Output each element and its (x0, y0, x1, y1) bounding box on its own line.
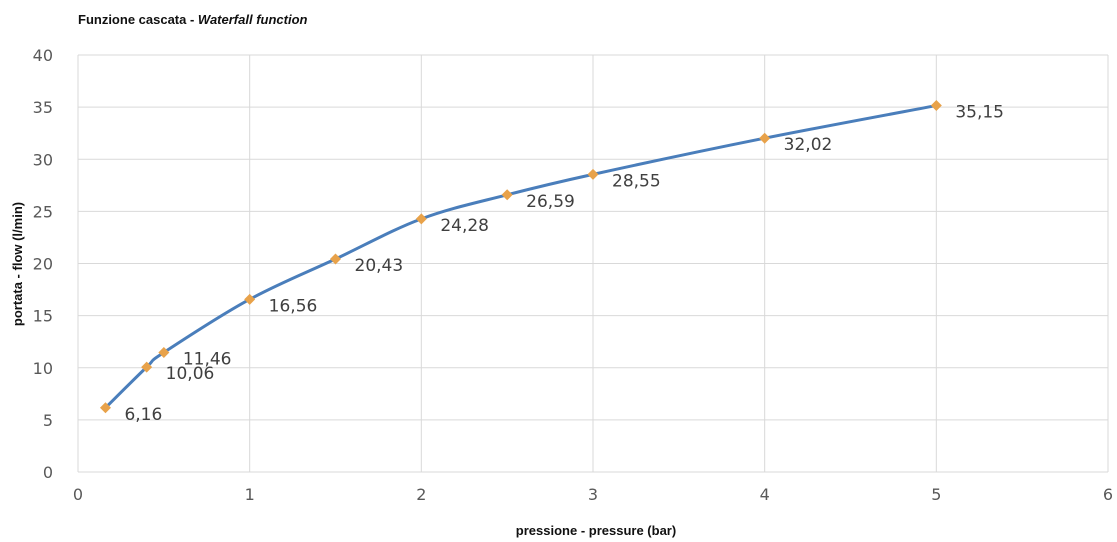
y-tick-label-2: 10 (33, 359, 53, 378)
y-tick-label-8: 40 (33, 46, 53, 65)
data-point-1 (141, 361, 153, 373)
data-label-2: 11,46 (183, 350, 232, 370)
x-tick-label-0: 0 (73, 485, 83, 504)
data-point-0 (99, 402, 111, 414)
y-tick-label-5: 25 (33, 202, 53, 221)
y-tick-label-4: 20 (33, 255, 53, 274)
data-point-9 (930, 100, 942, 112)
y-axis-ticks: 0 5 10 15 20 25 30 35 40 (33, 46, 53, 482)
data-label-1: 10,06 (166, 364, 215, 384)
data-point-2 (158, 347, 170, 359)
data-markers (99, 100, 942, 414)
data-point-6 (501, 189, 513, 201)
chart-title: Funzione cascata - Waterfall function (78, 12, 308, 27)
x-tick-label-1: 1 (245, 485, 255, 504)
data-point-4 (330, 253, 341, 265)
y-tick-label-0: 0 (43, 463, 53, 482)
chart-title-italic: Waterfall function (198, 12, 308, 27)
data-label-6: 26,59 (526, 192, 575, 212)
x-axis-ticks: 0 1 2 3 4 5 6 (73, 485, 1113, 504)
x-tick-label-3: 3 (588, 485, 598, 504)
data-label-3: 16,56 (269, 296, 318, 316)
y-axis-label: portata - flow (l/min) (10, 202, 25, 326)
y-tick-label-6: 30 (33, 150, 53, 169)
chart-title-main: Funzione cascata - (78, 12, 198, 27)
data-label-7: 28,55 (612, 171, 661, 191)
data-point-8 (759, 132, 771, 144)
data-label-4: 20,43 (355, 256, 404, 276)
x-tick-label-4: 4 (760, 485, 770, 504)
y-tick-label-1: 5 (43, 411, 53, 430)
x-tick-label-5: 5 (931, 485, 941, 504)
data-point-3 (244, 293, 256, 305)
data-label-9: 35,15 (955, 103, 1004, 123)
data-point-7 (587, 168, 599, 180)
grid-lines (77, 54, 1109, 473)
x-tick-label-2: 2 (416, 485, 426, 504)
y-tick-label-7: 35 (33, 98, 53, 117)
data-label-0: 6,16 (124, 405, 162, 425)
y-tick-label-3: 15 (33, 307, 53, 326)
x-axis-label: pressione - pressure (bar) (516, 523, 676, 538)
data-label-5: 24,28 (440, 216, 489, 236)
x-tick-label-6: 6 (1103, 485, 1113, 504)
data-label-8: 32,02 (784, 135, 833, 155)
data-point-5 (415, 213, 427, 225)
